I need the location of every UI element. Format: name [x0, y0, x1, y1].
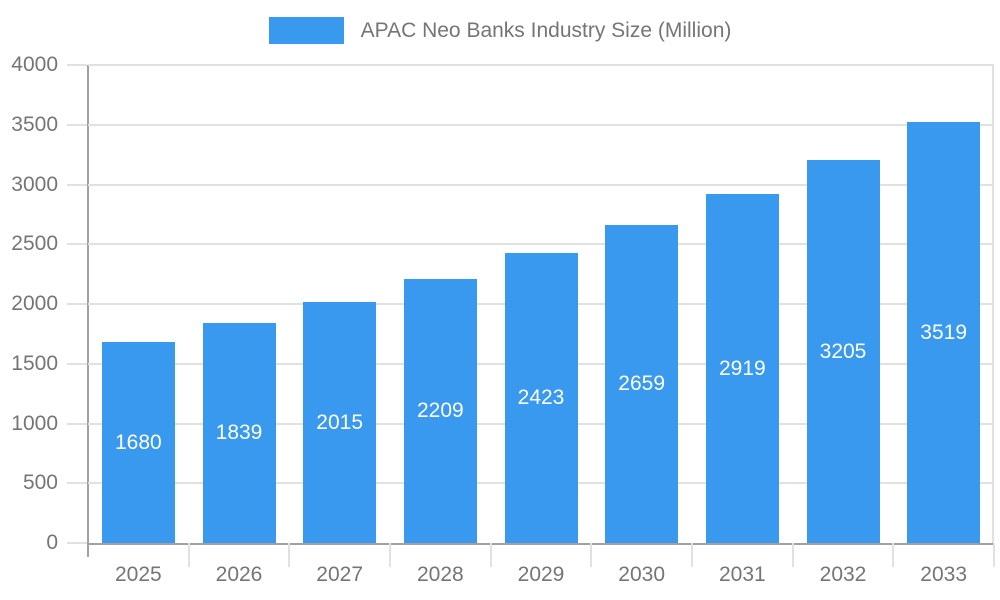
legend: APAC Neo Banks Industry Size (Million)	[0, 17, 1000, 44]
y-tick	[67, 123, 87, 126]
y-tick	[67, 482, 87, 485]
y-tick	[67, 303, 87, 305]
bar-value-label: 1680	[114, 430, 162, 454]
x-axis-tick-label: 2027	[316, 563, 364, 586]
x-axis-tick-label: 2033	[920, 563, 968, 586]
legend-item[interactable]: APAC Neo Banks Industry Size (Million)	[268, 17, 732, 44]
y-tick	[67, 422, 87, 425]
bar-2027[interactable]: 2015	[303, 302, 377, 543]
x-axis-tick-label: 2029	[517, 563, 565, 586]
bar-2029[interactable]: 2423	[504, 253, 578, 543]
x-axis-tick-label: 2026	[215, 563, 263, 586]
bar-2028[interactable]: 2209	[403, 279, 477, 543]
x-axis-tick-label: 2031	[718, 563, 766, 586]
bar-value-label: 2659	[618, 372, 666, 396]
legend-swatch-icon	[268, 17, 344, 44]
bar-2031[interactable]: 2919	[705, 194, 779, 543]
y-axis-tick-label: 2500	[11, 232, 58, 256]
y-axis-tick-label: 3500	[11, 112, 58, 136]
bar-2026[interactable]: 1839	[202, 323, 276, 543]
y-axis-tick-label: 500	[22, 471, 58, 495]
y-axis-tick-label: 1000	[11, 411, 58, 435]
x-tick	[489, 543, 492, 567]
x-axis-tick-label: 2028	[416, 563, 464, 586]
y-tick	[67, 183, 87, 186]
bar-2032[interactable]: 3205	[806, 160, 880, 543]
y-tick	[67, 362, 87, 365]
y-gridline	[88, 243, 994, 246]
legend-label: APAC Neo Banks Industry Size (Million)	[360, 18, 732, 42]
x-axis-line	[87, 543, 995, 545]
x-axis-tick-label: 2032	[819, 563, 867, 586]
bar-2025[interactable]: 1680	[101, 342, 175, 543]
x-axis-tick-label: 2030	[618, 563, 666, 586]
bar-2033[interactable]: 3519	[907, 122, 981, 543]
x-tick	[288, 543, 291, 567]
y-tick	[67, 542, 87, 544]
x-tick	[892, 543, 895, 567]
bar-value-label: 3205	[819, 339, 867, 363]
bar-value-label: 2015	[316, 410, 364, 434]
y-gridline	[88, 183, 994, 186]
y-axis-tick-label: 2000	[11, 292, 58, 315]
x-tick	[389, 543, 391, 567]
y-tick	[67, 243, 87, 246]
bar-value-label: 1839	[215, 421, 263, 445]
y-axis-tick-label: 3000	[11, 172, 58, 196]
plot-area: 0 500 1000 1500 2000 2500 3000 3500 4000 1680 2025…	[11, 54, 995, 586]
x-tick	[590, 543, 593, 567]
bar-value-label: 2919	[718, 356, 766, 380]
y-gridline	[88, 123, 994, 126]
bar-value-label: 3519	[920, 320, 968, 344]
y-axis-line	[87, 65, 89, 557]
x-tick	[187, 543, 190, 567]
x-tick	[993, 543, 995, 567]
y-axis-tick-label: 4000	[11, 53, 58, 76]
bar-2030[interactable]: 2659	[605, 225, 679, 543]
x-tick	[791, 543, 794, 567]
y-axis-tick-label: 1500	[11, 351, 58, 375]
y-tick	[67, 64, 87, 66]
y-axis-tick-label: 0	[46, 531, 58, 554]
bar-value-label: 2423	[517, 386, 565, 410]
x-tick	[691, 543, 693, 567]
y-gridline	[88, 64, 994, 66]
bar-value-label: 2209	[416, 399, 464, 423]
x-axis-tick-label: 2025	[114, 563, 162, 586]
